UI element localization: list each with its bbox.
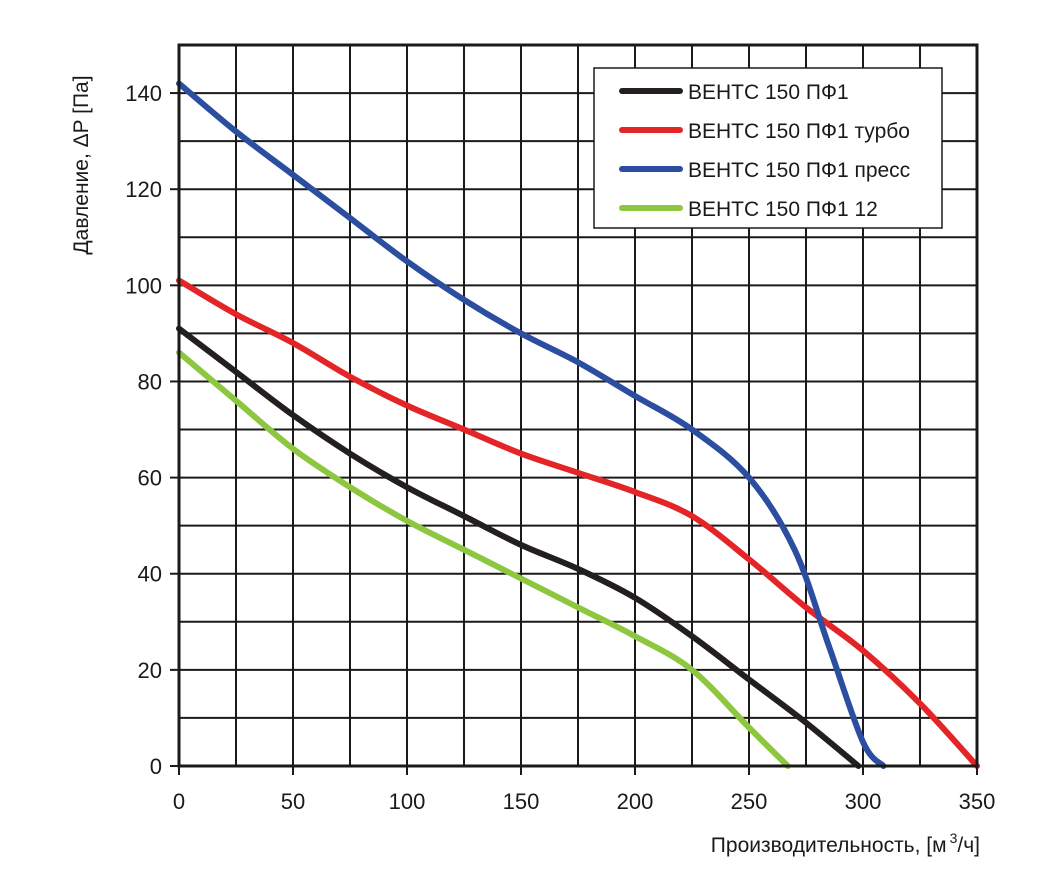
x-tick-label: 200 <box>617 789 654 814</box>
y-tick-label: 0 <box>150 754 162 779</box>
x-tick-label: 50 <box>281 789 305 814</box>
axis-ticks: 0 50 100 150 200 250 300 350 0 20 40 60 80 100 120 140 <box>125 81 995 814</box>
series-lines <box>176 80 980 769</box>
series-line-3 <box>176 80 887 769</box>
legend-label-4: ВЕНТС 150 ПФ1 12 <box>688 198 878 221</box>
legend-label-2: ВЕНТС 150 ПФ1 турбо <box>688 120 910 143</box>
x-tick-label: 300 <box>845 789 882 814</box>
x-tick-label: 250 <box>731 789 768 814</box>
y-tick-label: 80 <box>138 369 162 394</box>
y-tick-label: 60 <box>138 466 162 491</box>
y-axis-title: Давление, ΔP [Па] <box>70 75 93 254</box>
y-tick-label: 140 <box>125 81 162 106</box>
x-axis-title-main: Производительность, [м <box>711 834 947 857</box>
series-line-1 <box>176 325 862 769</box>
x-tick-label: 150 <box>503 789 540 814</box>
x-axis-title-unit: /ч] <box>957 834 980 857</box>
legend-box <box>593 67 943 229</box>
x-axis-title-exponent: 3 <box>950 830 958 846</box>
x-tick-label: 0 <box>173 789 185 814</box>
series-line-4 <box>176 349 791 769</box>
y-tick-label: 120 <box>125 177 162 202</box>
x-tick-label: 350 <box>959 789 996 814</box>
y-tick-label: 20 <box>138 658 162 683</box>
legend: ВЕНТС 150 ПФ1 ВЕНТС 150 ПФ1 турбо ВЕНТС 15… <box>593 67 943 229</box>
x-axis-title: Производительность, [м 3/ч] <box>711 830 980 857</box>
series-line-2 <box>176 277 980 769</box>
x-tick-label: 100 <box>389 789 426 814</box>
y-tick-label: 40 <box>138 562 162 587</box>
plot-frame <box>177 43 979 768</box>
legend-label-3: ВЕНТС 150 ПФ1 пресс <box>688 159 910 182</box>
legend-label-1: ВЕНТС 150 ПФ1 <box>688 81 849 104</box>
y-tick-label: 100 <box>125 273 162 298</box>
